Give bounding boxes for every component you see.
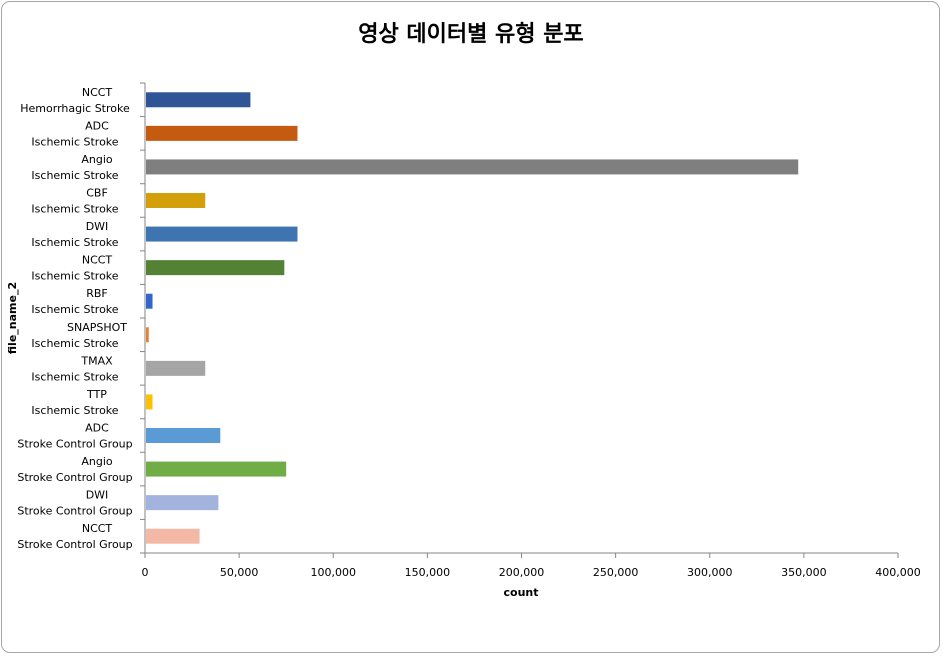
y-tick-label: SNAPSHOT [67, 321, 127, 334]
y-tick-label: Ischemic Stroke [31, 270, 118, 283]
bar [146, 461, 287, 477]
x-tick-label: 0 [142, 566, 149, 579]
bar [146, 428, 221, 443]
plot-area: 0 50,000 100,000 150,000 200,000 250,000 300,0… [17, 82, 921, 579]
y-tick-label: CBF [86, 187, 108, 200]
x-tick-label: 250,000 [593, 566, 639, 579]
y-tick-label: ADC [85, 422, 109, 435]
y-tick-label: Ischemic Stroke [31, 135, 118, 148]
x-tick-label: 50,000 [220, 566, 259, 579]
y-tick-label: RBF [86, 287, 108, 300]
y-tick-label: Angio [81, 455, 113, 468]
y-tick-label: Ischemic Stroke [31, 236, 118, 249]
y-tick-label: NCCT [82, 86, 113, 99]
y-tick-label: Ischemic Stroke [31, 203, 118, 216]
x-tick-label: 300,000 [687, 566, 733, 579]
y-tick-label: Stroke Control Group [17, 538, 132, 551]
bar [146, 528, 200, 544]
x-tick-label: 150,000 [405, 566, 451, 579]
x-tick-label: 200,000 [499, 566, 545, 579]
bar [146, 193, 206, 208]
y-tick-label: Angio [81, 153, 113, 166]
x-axis-title: count [504, 586, 539, 599]
y-tick-label: ADC [85, 119, 109, 132]
y-tick-label: DWI [86, 220, 109, 233]
y-tick-label: Ischemic Stroke [31, 370, 118, 383]
y-axis-title: file_name_2 [6, 282, 19, 354]
y-tick-label: DWI [86, 489, 109, 502]
x-tick-label: 100,000 [311, 566, 357, 579]
bar [146, 92, 251, 108]
bar [146, 293, 153, 309]
x-tick-label: 400,000 [875, 566, 921, 579]
bar [146, 125, 298, 141]
bar [146, 226, 298, 242]
bar [146, 495, 219, 511]
bar [146, 327, 149, 343]
y-tick-label: NCCT [82, 254, 113, 267]
y-tick-label: Ischemic Stroke [31, 303, 118, 316]
y-tick-label: TMAX [80, 354, 113, 367]
bar [146, 394, 153, 410]
y-tick-label: Stroke Control Group [17, 505, 132, 518]
y-tick-label: Ischemic Stroke [31, 404, 118, 417]
y-tick-label: Ischemic Stroke [31, 337, 118, 350]
x-tick-label: 350,000 [781, 566, 827, 579]
y-tick-label: Hemorrhagic Stroke [20, 102, 130, 115]
chart-title: 영상 데이터별 유형 분포 [358, 22, 583, 47]
bar [146, 159, 799, 175]
bar [146, 360, 206, 376]
y-tick-label: TTP [86, 388, 107, 401]
y-tick-label: Ischemic Stroke [31, 169, 118, 182]
y-tick-label: NCCT [82, 522, 113, 535]
y-tick-label: Stroke Control Group [17, 471, 132, 484]
y-tick-label: Stroke Control Group [17, 438, 132, 451]
bar [146, 260, 285, 276]
